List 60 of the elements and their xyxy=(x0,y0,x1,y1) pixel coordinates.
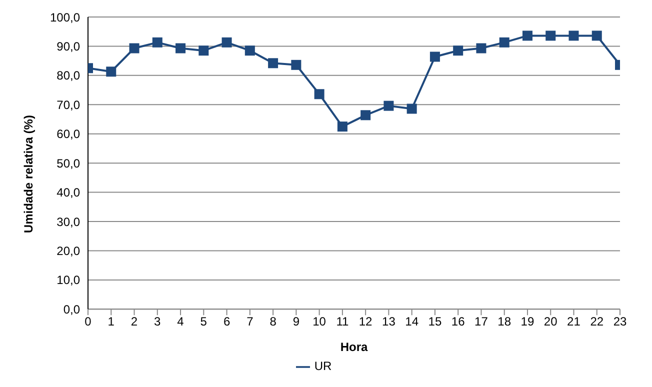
y-tick-label: 30,0 xyxy=(56,214,80,229)
x-tick-label: 6 xyxy=(223,314,230,329)
y-tick-label: 40,0 xyxy=(56,186,80,200)
x-tick-label: 9 xyxy=(292,314,300,329)
y-tick-label: 70,0 xyxy=(56,98,80,112)
point xyxy=(129,43,140,54)
x-tick-label: 2 xyxy=(130,314,138,329)
point xyxy=(152,37,162,48)
x-tick-label: 11 xyxy=(336,314,349,329)
x-tick-label: 20 xyxy=(544,314,558,329)
y-tick-label: 100,0 xyxy=(50,10,80,24)
y-tick-label: 90,0 xyxy=(56,39,80,54)
legend-label: UR xyxy=(314,359,332,374)
point xyxy=(430,52,440,62)
point xyxy=(546,30,556,41)
point xyxy=(106,66,116,77)
x-tick-label: 7 xyxy=(246,314,254,329)
x-tick-label: 14 xyxy=(405,314,419,329)
point xyxy=(592,30,602,41)
point xyxy=(268,58,278,68)
x-tick-label: 13 xyxy=(382,314,396,329)
point xyxy=(568,30,579,41)
point xyxy=(522,30,532,41)
point xyxy=(406,104,417,114)
point xyxy=(384,100,394,111)
x-tick-label: 3 xyxy=(154,314,162,329)
point xyxy=(244,46,255,56)
y-tick-label: 80,0 xyxy=(56,68,80,83)
x-tick-label: 5 xyxy=(200,314,208,329)
point xyxy=(291,60,302,70)
x-tick-label: 21 xyxy=(567,314,581,329)
y-tick-label: 60,0 xyxy=(56,127,80,142)
x-tick-label: 16 xyxy=(451,314,466,329)
x-tick-label: 23 xyxy=(613,314,627,329)
x-tick-label: 22 xyxy=(590,314,604,329)
y-axis-title: Umidade relativa (%) xyxy=(21,115,36,234)
x-axis-title: Hora xyxy=(340,340,368,354)
y-tick-label: 0,0 xyxy=(63,302,80,316)
point xyxy=(360,110,371,120)
point xyxy=(476,43,486,54)
point xyxy=(337,122,348,132)
x-tick-label: 4 xyxy=(177,314,184,329)
point xyxy=(222,37,232,48)
x-tick-label: 15 xyxy=(428,314,442,329)
point xyxy=(176,43,186,54)
y-tick-label: 20,0 xyxy=(56,244,80,258)
point xyxy=(314,89,324,100)
x-tick-label: 10 xyxy=(312,314,326,329)
x-tick-label: 1 xyxy=(108,314,115,329)
point xyxy=(198,46,209,56)
x-tick-label: 18 xyxy=(498,314,512,329)
y-tick-label: 10,0 xyxy=(56,273,80,288)
point xyxy=(453,46,464,56)
x-tick-label: 0 xyxy=(84,314,92,329)
x-tick-label: 17 xyxy=(474,314,488,329)
x-tick-label: 12 xyxy=(358,314,373,329)
x-tick-label: 19 xyxy=(520,314,534,329)
x-tick-label: 8 xyxy=(270,314,277,329)
point xyxy=(499,37,510,48)
y-tick-label: 50,0 xyxy=(56,156,80,170)
